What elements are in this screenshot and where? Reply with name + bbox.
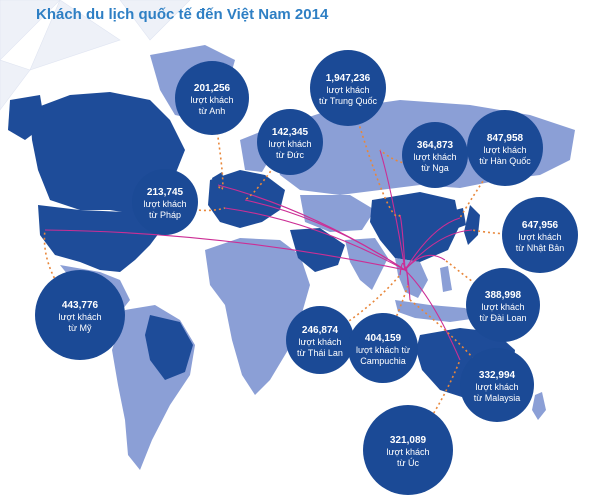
- source-country: từ Malaysia: [474, 393, 521, 403]
- route-my: [44, 229, 406, 271]
- source-country: từ Nga: [421, 163, 449, 173]
- source-country: Campuchia: [360, 356, 406, 366]
- source-country: từ Anh: [199, 106, 226, 116]
- visitor-unit: lượt khách: [387, 447, 430, 457]
- africa-landmass: [205, 238, 310, 395]
- bubble-circle: [175, 61, 249, 135]
- central-asia-landmass: [300, 195, 375, 232]
- korea-landmass: [455, 208, 466, 228]
- source-country: từ Nhật Bản: [516, 243, 565, 253]
- source-country: từ Đức: [276, 150, 305, 160]
- route-phap: [224, 207, 406, 271]
- usa-landmass: [38, 205, 165, 272]
- alaska-landmass: [8, 95, 45, 140]
- visitor-count: 201,256: [194, 83, 231, 94]
- india-landmass: [345, 238, 388, 290]
- visitor-unit: lượt khách: [414, 152, 457, 162]
- route-han-quoc: [404, 217, 461, 271]
- visitor-count: 332,994: [479, 370, 516, 381]
- bubble-circle: [402, 122, 468, 188]
- visitor-count: 321,089: [390, 435, 427, 446]
- source-country: từ Hàn Quốc: [479, 156, 531, 166]
- bubble-circle: [502, 197, 578, 273]
- visitor-count: 142,345: [272, 127, 309, 138]
- brazil-landmass: [145, 315, 193, 380]
- china-landmass: [370, 192, 460, 262]
- philippines-landmass: [440, 266, 452, 292]
- visitor-unit: lượt khách: [299, 337, 342, 347]
- visitor-unit: lượt khách: [144, 199, 187, 209]
- new-zealand-landmass: [532, 392, 546, 420]
- visitor-unit: lượt khách: [191, 95, 234, 105]
- southeast-asia-landmass: [395, 258, 428, 298]
- visitor-count: 647,956: [522, 220, 559, 231]
- visitor-count: 443,776: [62, 300, 99, 311]
- visitor-unit: lượt khách: [59, 312, 102, 322]
- bubble-circle: [363, 405, 453, 495]
- visitor-unit: lượt khách: [327, 85, 370, 95]
- source-country: từ Trung Quốc: [319, 96, 378, 106]
- source-country: từ Mỹ: [68, 323, 92, 333]
- visitor-count: 847,958: [487, 133, 524, 144]
- route-thai-lan: [399, 262, 406, 276]
- visitor-count: 213,745: [147, 187, 184, 198]
- visitor-count: 404,159: [365, 333, 402, 344]
- bubble-circle: [132, 169, 198, 235]
- bubble-circle: [466, 268, 540, 342]
- route-dai-loan: [404, 254, 446, 271]
- connector-duc: [244, 141, 291, 201]
- visitor-unit: lượt khách: [476, 382, 519, 392]
- bubble-circle: [35, 270, 125, 360]
- visitor-unit: lượt khách: [519, 232, 562, 242]
- source-country: từ Pháp: [149, 210, 181, 220]
- visitor-count: 388,998: [485, 290, 522, 301]
- visitor-unit: lượt khách: [269, 139, 312, 149]
- visitor-count: 246,874: [302, 325, 339, 336]
- visitor-unit: lượt khách: [482, 302, 525, 312]
- indonesia-landmass: [395, 300, 478, 322]
- bubble-circle: [467, 110, 543, 186]
- source-country: từ Úc: [397, 458, 420, 468]
- bubble-circle: [310, 50, 386, 126]
- route-nga: [379, 149, 406, 271]
- japan-landmass: [464, 205, 480, 245]
- visitor-count: 1,947,236: [326, 73, 371, 84]
- bubble-circle: [460, 348, 534, 422]
- source-country: từ Thái Lan: [297, 348, 343, 358]
- visitor-count: 364,873: [417, 140, 454, 151]
- route-uc: [404, 269, 461, 361]
- route-duc: [244, 199, 406, 271]
- route-trung-quoc: [399, 214, 406, 271]
- bubble-circle: [348, 313, 418, 383]
- page-title: Khách du lịch quốc tế đến Việt Nam 2014: [36, 6, 329, 23]
- decorative-background: [0, 0, 191, 111]
- bubble-circle: [257, 109, 323, 175]
- middle-east-landmass: [290, 228, 345, 272]
- flight-routes: [44, 149, 473, 361]
- source-country: từ Đài Loan: [479, 313, 526, 323]
- bubble-circle: [286, 306, 354, 374]
- visitor-unit: lượt khách: [484, 145, 527, 155]
- visitor-unit: lượt khách từ: [356, 345, 410, 355]
